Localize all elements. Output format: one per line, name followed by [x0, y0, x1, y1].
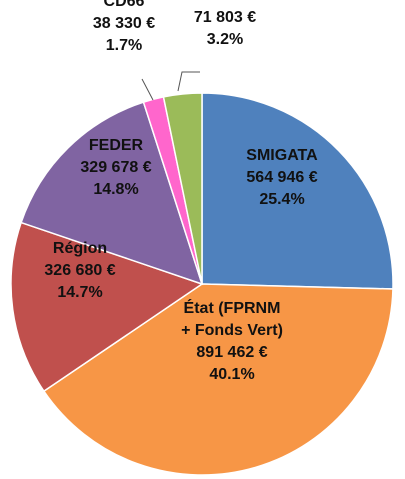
leader-line-4 [141, 78, 154, 101]
slice-name-label: CD66 [104, 0, 145, 10]
slice-labels: SMIGATA 564 946 € 25.4% État (FPRNM + Fonds … [44, 0, 318, 383]
pie-slice-3 [20, 101, 204, 286]
slice-percent-label: 25.4% [259, 191, 304, 208]
slice-label-2: Région 326 680 € 14.7% [44, 240, 115, 301]
slice-value-label: 329 678 € [80, 159, 151, 176]
pie-slice-2 [10, 221, 204, 393]
leader-lines [141, 71, 200, 101]
slice-value-label: 891 462 € [196, 344, 267, 361]
slice-value-label: 326 680 € [44, 262, 115, 279]
slice-name-label: Communes [181, 0, 268, 4]
slice-label-1: État (FPRNM + Fonds Vert) 891 462 € 40.1% [181, 298, 283, 383]
slice-name-label: État (FPRNM [184, 298, 281, 317]
slice-value-label: 71 803 € [194, 9, 256, 26]
slice-percent-label: 40.1% [209, 366, 254, 383]
pie-slice-1 [42, 283, 394, 476]
slice-name-label: Région [53, 240, 107, 257]
leader-line-5 [177, 71, 200, 92]
slice-percent-label: 1.7% [106, 37, 142, 54]
pie-slice-0 [201, 92, 394, 290]
slice-name-label: SMIGATA [246, 147, 318, 164]
pie-slice-5 [162, 92, 203, 285]
slice-value-label: 38 330 € [93, 15, 155, 32]
slice-label-0: SMIGATA 564 946 € 25.4% [246, 147, 318, 208]
slice-percent-label: 3.2% [207, 31, 243, 48]
slice-percent-label: 14.7% [57, 284, 102, 301]
pie-slices [10, 92, 394, 476]
slice-label-4: CD66 38 330 € 1.7% [93, 0, 155, 54]
slice-percent-label: 14.8% [93, 181, 138, 198]
slice-label-3: FEDER 329 678 € 14.8% [80, 137, 151, 198]
slice-value-label: 564 946 € [246, 169, 317, 186]
slice-name-label: + Fonds Vert) [181, 322, 283, 339]
slice-label-5: Communes 71 803 € 3.2% [181, 0, 268, 48]
slice-name-label: FEDER [89, 137, 144, 154]
